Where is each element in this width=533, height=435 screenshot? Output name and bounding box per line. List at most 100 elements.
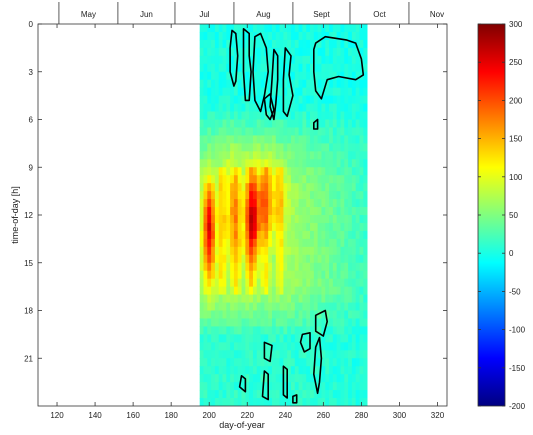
heatmap-cell	[218, 254, 223, 264]
heatmap-cell	[241, 222, 246, 232]
heatmap-cell	[199, 119, 204, 128]
heatmap-cell	[291, 63, 296, 73]
heatmap-cell	[203, 350, 208, 359]
heatmap-cell	[340, 310, 345, 319]
heatmap-cell	[275, 238, 280, 248]
heatmap-cell	[271, 175, 277, 184]
heatmap-cell	[275, 398, 280, 406]
heatmap-cell	[268, 31, 273, 41]
heatmap-cell	[233, 294, 239, 303]
heatmap-cell	[348, 294, 353, 303]
heatmap-cell	[268, 167, 273, 176]
colorbar-tick-label: 200	[509, 96, 523, 105]
heatmap-cell	[226, 167, 231, 176]
heatmap-cell	[287, 230, 292, 240]
heatmap-cell	[294, 151, 300, 160]
heatmap-cell	[321, 215, 326, 224]
heatmap-cell	[348, 350, 353, 359]
heatmap-cell	[203, 207, 208, 216]
heatmap-cell	[279, 175, 284, 184]
heatmap-cell	[252, 55, 258, 65]
heatmap-cell	[348, 374, 353, 383]
heatmap-cell	[348, 382, 353, 391]
heatmap-cell	[275, 222, 280, 232]
heatmap-cell	[310, 238, 315, 248]
heatmap-cell	[264, 143, 269, 152]
heatmap-cell	[241, 254, 246, 264]
heatmap-cell	[214, 159, 220, 168]
heatmap-cell	[279, 382, 284, 391]
heatmap-cell	[321, 334, 326, 343]
heatmap-cell	[264, 350, 269, 359]
heatmap-cell	[230, 262, 235, 272]
heatmap-cell	[252, 262, 258, 272]
heatmap-cell	[302, 119, 307, 128]
heatmap-cell	[306, 135, 311, 144]
heatmap-cell	[302, 334, 307, 343]
heatmap-cell	[268, 55, 273, 65]
heatmap-cell	[344, 342, 349, 351]
heatmap-cell	[233, 135, 239, 144]
heatmap-cell	[222, 151, 227, 160]
contour-line	[282, 365, 289, 399]
heatmap-cell	[241, 175, 246, 184]
heatmap-cell	[355, 183, 360, 192]
heatmap-cell	[226, 374, 231, 383]
heatmap-cell	[363, 215, 368, 224]
heatmap-cell	[355, 79, 360, 89]
heatmap-cell	[294, 294, 300, 303]
heatmap-cell	[344, 246, 349, 256]
heatmap-cell	[226, 191, 231, 200]
heatmap-cell	[363, 358, 368, 367]
heatmap-cell	[298, 191, 303, 200]
heatmap-cell	[260, 230, 265, 240]
heatmap-cell	[351, 135, 357, 144]
heatmap-cell	[306, 358, 311, 367]
heatmap-cell	[218, 366, 223, 375]
heatmap-cell	[241, 230, 246, 240]
heatmap-cell	[264, 342, 269, 351]
heatmap-cell	[306, 143, 311, 152]
contour-line	[282, 47, 294, 118]
heatmap-cell	[226, 207, 231, 216]
heatmap-cell	[237, 270, 242, 280]
heatmap-cell	[237, 246, 242, 256]
heatmap-cell	[241, 326, 246, 335]
heatmap-cell	[203, 238, 208, 248]
heatmap-cell	[214, 199, 220, 208]
heatmap-cell	[233, 79, 239, 89]
heatmap-cell	[351, 326, 357, 335]
heatmap-cell	[340, 270, 345, 280]
heatmap-cell	[256, 294, 261, 303]
heatmap-cell	[340, 222, 345, 232]
heatmap-cell	[332, 103, 338, 112]
heatmap-cell	[252, 119, 258, 128]
heatmap-cell	[325, 246, 330, 256]
heatmap-cell	[252, 135, 258, 144]
heatmap-cell	[275, 310, 280, 319]
heatmap-cell	[329, 230, 334, 240]
heatmap-cell	[275, 246, 280, 256]
heatmap-cell	[260, 215, 265, 224]
heatmap-cell	[321, 230, 326, 240]
heatmap-cell	[291, 318, 296, 327]
heatmap-cell	[237, 143, 242, 152]
heatmap-cell	[241, 398, 246, 406]
heatmap-cell	[237, 254, 242, 264]
heatmap-cell	[214, 111, 220, 120]
heatmap-cell	[329, 87, 334, 97]
heatmap-cell	[199, 151, 204, 160]
heatmap-cell	[332, 390, 338, 399]
heatmap-cell	[271, 159, 277, 168]
heatmap-cell	[287, 222, 292, 232]
heatmap-cell	[321, 374, 326, 383]
heatmap-cell	[325, 63, 330, 73]
heatmap-cell	[306, 286, 311, 295]
heatmap-cell	[310, 390, 315, 399]
heatmap-cell	[359, 366, 364, 375]
heatmap-cell	[214, 294, 220, 303]
heatmap-cell	[313, 95, 319, 104]
heatmap-cell	[325, 366, 330, 375]
heatmap-cell	[325, 310, 330, 319]
heatmap-cell	[222, 318, 227, 327]
